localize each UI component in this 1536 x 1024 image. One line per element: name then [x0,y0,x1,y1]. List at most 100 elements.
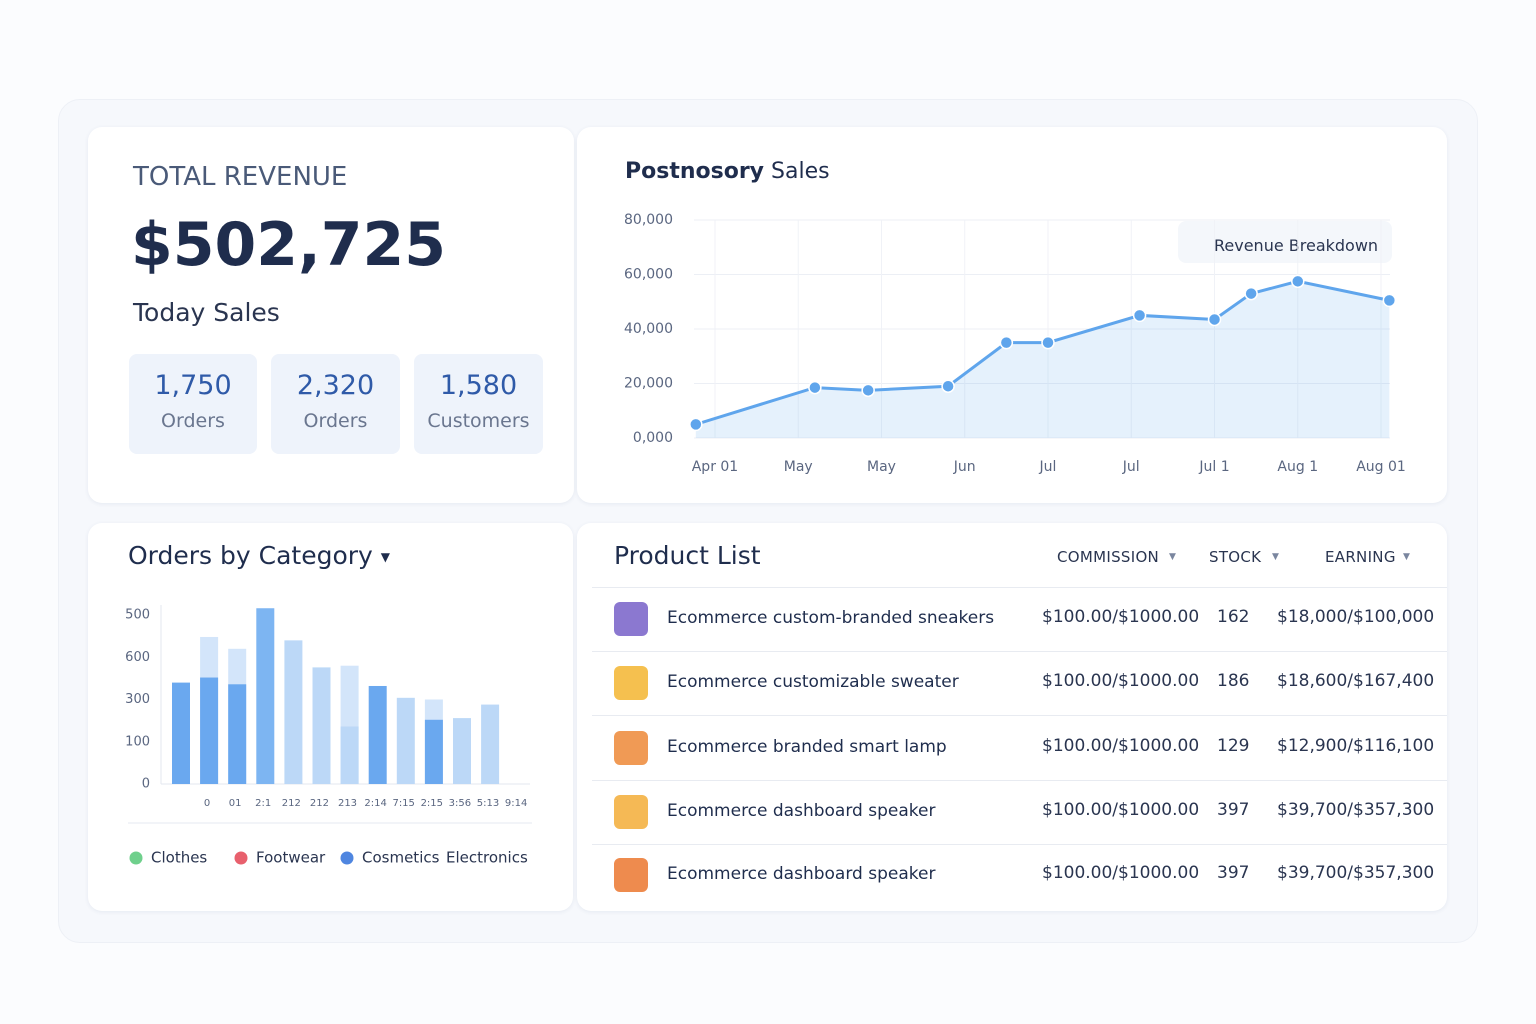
point [861,383,875,398]
product-icon [614,795,648,829]
y-tick-label: 60,000 [624,267,673,283]
legend-swatch [129,851,143,865]
stat-label: Customers [427,410,530,432]
y-tick-label: 40,000 [624,321,673,337]
bar [368,685,387,784]
x-tick-label: Jul 1 [1198,459,1229,475]
stat-box [414,354,543,454]
orders-title-text: Orders by Category [128,541,373,570]
stat-label: Orders [161,410,225,432]
stock: 162 [1217,607,1250,627]
bar [284,640,303,784]
stat-value: 2,320 [296,370,375,401]
divider [592,715,1447,716]
sales-title-bold: Postnosory [625,159,765,184]
revenue-subtitle: Today Sales [133,298,280,327]
column-header[interactable]: STOCK [1209,548,1262,566]
x-tick-label: 3:56 [449,798,471,809]
product-name: Ecommerce branded smart lamp [667,737,947,757]
bar [424,719,443,784]
product-name: Ecommerce dashboard speaker [667,801,936,821]
bar [200,677,219,784]
commission: $100.00/$1000.00 [1042,863,1200,883]
orders-title[interactable]: Orders by Category ▼ [128,543,390,568]
x-tick-label: Jul [1122,459,1140,475]
stat-value: 1,580 [439,370,518,401]
product-name: Ecommerce dashboard speaker [667,864,936,884]
earning: $12,900/$116,100 [1277,736,1435,756]
revenue-amount: $502,725 [131,210,447,280]
product-icon [614,666,648,700]
point [1244,286,1258,301]
x-tick-label: 2:1 [255,798,271,809]
product-icon [614,858,648,892]
y-tick-label: 500 [125,608,150,623]
x-tick-label: 2:15 [421,798,443,809]
point [689,417,703,432]
x-tick-label: Aug 1 [1277,459,1318,475]
x-tick-label: Jun [953,459,976,475]
legend-label: Cosmetics [362,849,440,867]
earning: $18,000/$100,000 [1277,607,1435,627]
y-tick-label: 300 [125,692,150,707]
x-tick-label: 212 [282,798,301,809]
commission: $100.00/$1000.00 [1042,607,1200,627]
legend-swatch [340,851,354,865]
revenue-breakdown-button[interactable] [1178,221,1392,263]
column-header[interactable]: EARNING [1325,548,1396,566]
sort-caret[interactable]: ▼ [1403,552,1410,562]
commission: $100.00/$1000.00 [1042,800,1200,820]
column-header[interactable]: COMMISSION [1057,548,1160,566]
x-tick-label: 01 [229,798,242,809]
x-tick-label: 213 [338,798,357,809]
commission: $100.00/$1000.00 [1042,736,1200,756]
x-tick-label: May [784,459,813,475]
bar [312,667,331,784]
y-tick-label: 20,000 [624,376,673,392]
point [941,379,955,393]
sales-title-rest: Sales [771,159,830,184]
x-tick-label: 2:14 [364,798,386,809]
stock: 397 [1217,863,1250,883]
point [1382,293,1397,308]
x-tick-label: Aug 01 [1356,459,1406,475]
stat-value: 1,750 [154,370,232,401]
divider [592,780,1447,781]
product-name: Ecommerce customizable sweater [667,672,959,692]
dropdown-caret: ▼ [380,550,391,564]
divider [592,651,1447,652]
x-tick-label: 5:13 [477,798,499,809]
revenue-title: TOTAL REVENUE [133,162,348,192]
y-tick-label: 80,000 [624,212,673,228]
legend-label: Clothes [151,849,207,867]
bar [172,682,190,784]
sort-caret[interactable]: ▼ [1272,552,1279,562]
stat-label: Orders [303,410,368,432]
y-tick-label: 600 [125,650,150,665]
stock: 186 [1217,671,1250,691]
y-tick-label: 0,000 [633,430,673,446]
point [1132,308,1147,323]
stat-box [271,354,400,454]
bar [481,704,500,784]
x-tick-label: 212 [310,798,329,809]
x-tick-label: Jul [1039,459,1057,475]
bar [256,608,275,784]
bar [340,726,359,784]
product-title: Product List [614,541,761,570]
divider [592,587,1447,588]
sales-title: Postnosory Sales [625,161,830,183]
sort-caret[interactable]: ▼ [1169,552,1176,562]
button-label[interactable]: Revenue Breakdown [1214,236,1379,255]
x-tick-label: May [867,459,896,475]
y-tick-label: 0 [142,777,150,792]
point [999,335,1014,350]
sales-card [577,127,1447,503]
stat-box [129,354,257,454]
legend-swatch [234,851,248,865]
stock: 397 [1217,800,1250,820]
earning: $18,600/$167,400 [1277,671,1435,691]
product-icon [614,731,648,765]
